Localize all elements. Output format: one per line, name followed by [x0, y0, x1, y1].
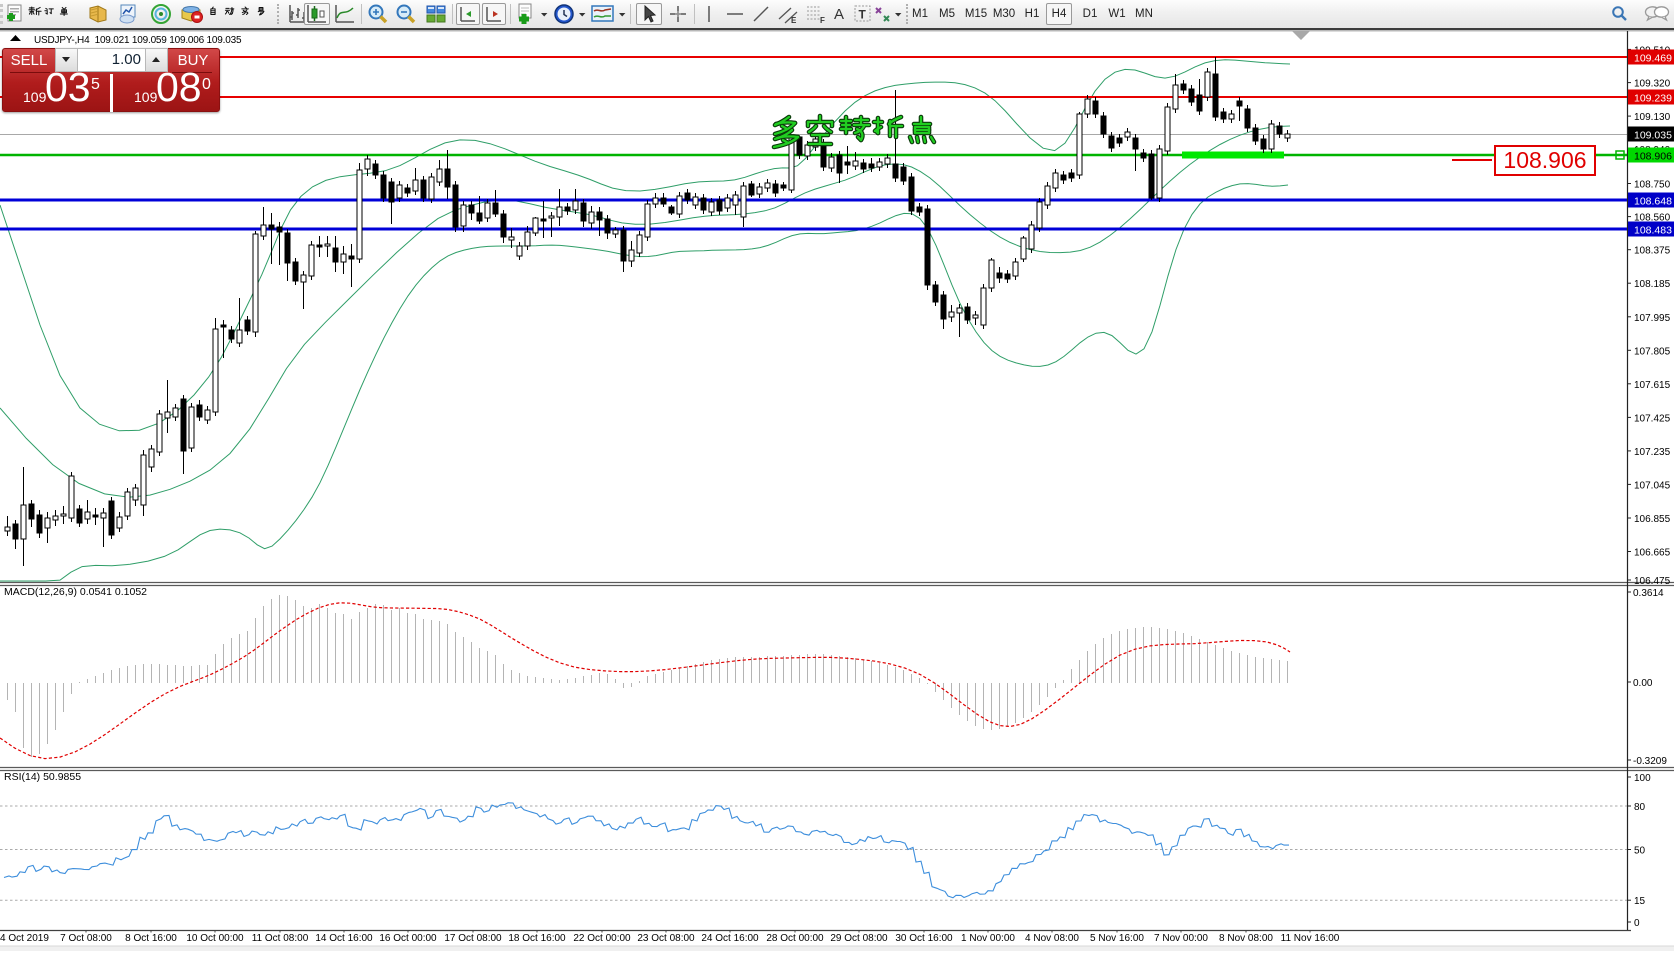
svg-text:7 Oct 08:00: 7 Oct 08:00	[60, 933, 112, 944]
svg-text:14 Oct 16:00: 14 Oct 16:00	[315, 933, 373, 944]
svg-text:22 Oct 00:00: 22 Oct 00:00	[573, 933, 631, 944]
svg-text:108.560: 108.560	[1634, 213, 1671, 224]
svg-text:107.805: 107.805	[1634, 346, 1671, 357]
svg-text:A: A	[834, 6, 844, 23]
svg-text:11 Nov 16:00: 11 Nov 16:00	[1281, 933, 1340, 944]
svg-text:4 Nov 08:00: 4 Nov 08:00	[1025, 933, 1079, 944]
svg-text:106.855: 106.855	[1634, 514, 1671, 525]
svg-text:106.665: 106.665	[1634, 548, 1671, 559]
svg-text:0.00: 0.00	[1633, 678, 1653, 689]
svg-text:-0.3209: -0.3209	[1633, 756, 1667, 767]
svg-text:10 Oct 00:00: 10 Oct 00:00	[186, 933, 244, 944]
svg-text:1 Nov 00:00: 1 Nov 00:00	[961, 933, 1015, 944]
svg-text:MACD(12,26,9) 0.0541 0.1052: MACD(12,26,9) 0.0541 0.1052	[4, 586, 147, 598]
svg-text:80: 80	[1634, 802, 1646, 813]
svg-text:23 Oct 08:00: 23 Oct 08:00	[637, 933, 695, 944]
svg-text:109.035: 109.035	[1634, 130, 1672, 142]
svg-text:107.045: 107.045	[1634, 480, 1671, 491]
svg-text:8 Nov 08:00: 8 Nov 08:00	[1219, 933, 1273, 944]
svg-text:109.320: 109.320	[1634, 79, 1671, 90]
svg-text:107.425: 107.425	[1634, 413, 1671, 424]
svg-text:16 Oct 00:00: 16 Oct 00:00	[379, 933, 437, 944]
svg-text:109.469: 109.469	[1634, 53, 1672, 65]
svg-text:24 Oct 16:00: 24 Oct 16:00	[701, 933, 759, 944]
svg-text:109.239: 109.239	[1634, 93, 1672, 105]
svg-text:0.3614: 0.3614	[1633, 588, 1664, 599]
svg-text:107.995: 107.995	[1634, 313, 1671, 324]
svg-text:18 Oct 16:00: 18 Oct 16:00	[508, 933, 566, 944]
svg-text:108.185: 108.185	[1634, 279, 1671, 290]
svg-text:107.615: 107.615	[1634, 380, 1671, 391]
svg-text:106.475: 106.475	[1634, 576, 1671, 587]
svg-text:RSI(14) 50.9855: RSI(14) 50.9855	[4, 771, 81, 783]
svg-text:50: 50	[1634, 846, 1646, 857]
svg-text:17 Oct 08:00: 17 Oct 08:00	[444, 933, 502, 944]
svg-text:107.235: 107.235	[1634, 447, 1671, 458]
svg-text:109.130: 109.130	[1634, 112, 1671, 123]
svg-text:108.750: 108.750	[1634, 180, 1671, 191]
svg-text:108.906: 108.906	[1634, 151, 1672, 163]
svg-text:108.483: 108.483	[1634, 225, 1672, 237]
svg-text:108.375: 108.375	[1634, 246, 1671, 257]
svg-text:0: 0	[1634, 918, 1640, 929]
svg-text:15: 15	[1634, 896, 1646, 907]
svg-text:11 Oct 08:00: 11 Oct 08:00	[252, 933, 309, 944]
svg-text:F: F	[820, 16, 825, 25]
svg-text:108.648: 108.648	[1634, 196, 1672, 208]
svg-text:29 Oct 08:00: 29 Oct 08:00	[830, 933, 888, 944]
svg-text:T: T	[859, 8, 867, 22]
svg-text:108.906: 108.906	[1503, 147, 1586, 173]
svg-text:USDJPY-,H4 109.021 109.059 10: USDJPY-,H4 109.021 109.059 109.006 109.0…	[34, 35, 242, 46]
svg-text:E: E	[791, 16, 797, 25]
svg-text:28 Oct 00:00: 28 Oct 00:00	[766, 933, 824, 944]
svg-text:8 Oct 16:00: 8 Oct 16:00	[125, 933, 177, 944]
svg-text:100: 100	[1634, 773, 1651, 784]
svg-text:4 Oct 2019: 4 Oct 2019	[0, 933, 49, 944]
svg-text:7 Nov 00:00: 7 Nov 00:00	[1154, 933, 1208, 944]
svg-text:5 Nov 16:00: 5 Nov 16:00	[1090, 933, 1144, 944]
svg-text:30 Oct 16:00: 30 Oct 16:00	[895, 933, 953, 944]
